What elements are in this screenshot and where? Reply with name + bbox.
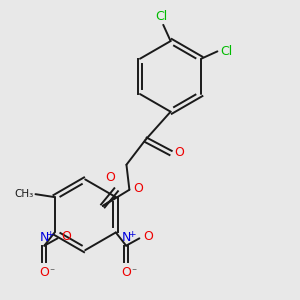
Text: +: + bbox=[46, 230, 53, 239]
Text: N: N bbox=[122, 231, 131, 244]
Text: N: N bbox=[40, 231, 49, 244]
Text: O: O bbox=[39, 266, 49, 279]
Text: O: O bbox=[143, 230, 153, 243]
Text: O: O bbox=[134, 182, 143, 195]
Text: O: O bbox=[121, 266, 131, 279]
Text: ⁻: ⁻ bbox=[131, 268, 136, 278]
Text: Cl: Cl bbox=[156, 10, 168, 22]
Text: ⁻: ⁻ bbox=[50, 268, 55, 278]
Text: O: O bbox=[105, 171, 115, 184]
Text: O: O bbox=[61, 230, 71, 243]
Text: Cl: Cl bbox=[220, 45, 232, 58]
Text: +: + bbox=[128, 230, 135, 239]
Text: CH₃: CH₃ bbox=[15, 189, 34, 199]
Text: O: O bbox=[174, 146, 184, 159]
